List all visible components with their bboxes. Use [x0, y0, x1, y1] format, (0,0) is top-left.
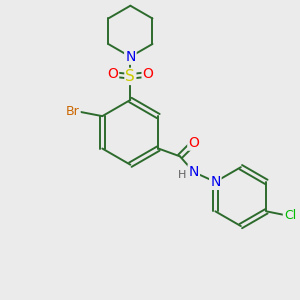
Text: O: O	[107, 68, 118, 81]
Text: Cl: Cl	[284, 209, 296, 222]
Text: N: N	[189, 165, 199, 179]
Text: N: N	[125, 50, 136, 64]
Text: H: H	[178, 170, 186, 180]
Text: S: S	[125, 69, 135, 84]
Text: O: O	[142, 68, 154, 81]
Text: O: O	[188, 136, 199, 150]
Text: Br: Br	[66, 105, 80, 118]
Text: N: N	[210, 175, 220, 189]
